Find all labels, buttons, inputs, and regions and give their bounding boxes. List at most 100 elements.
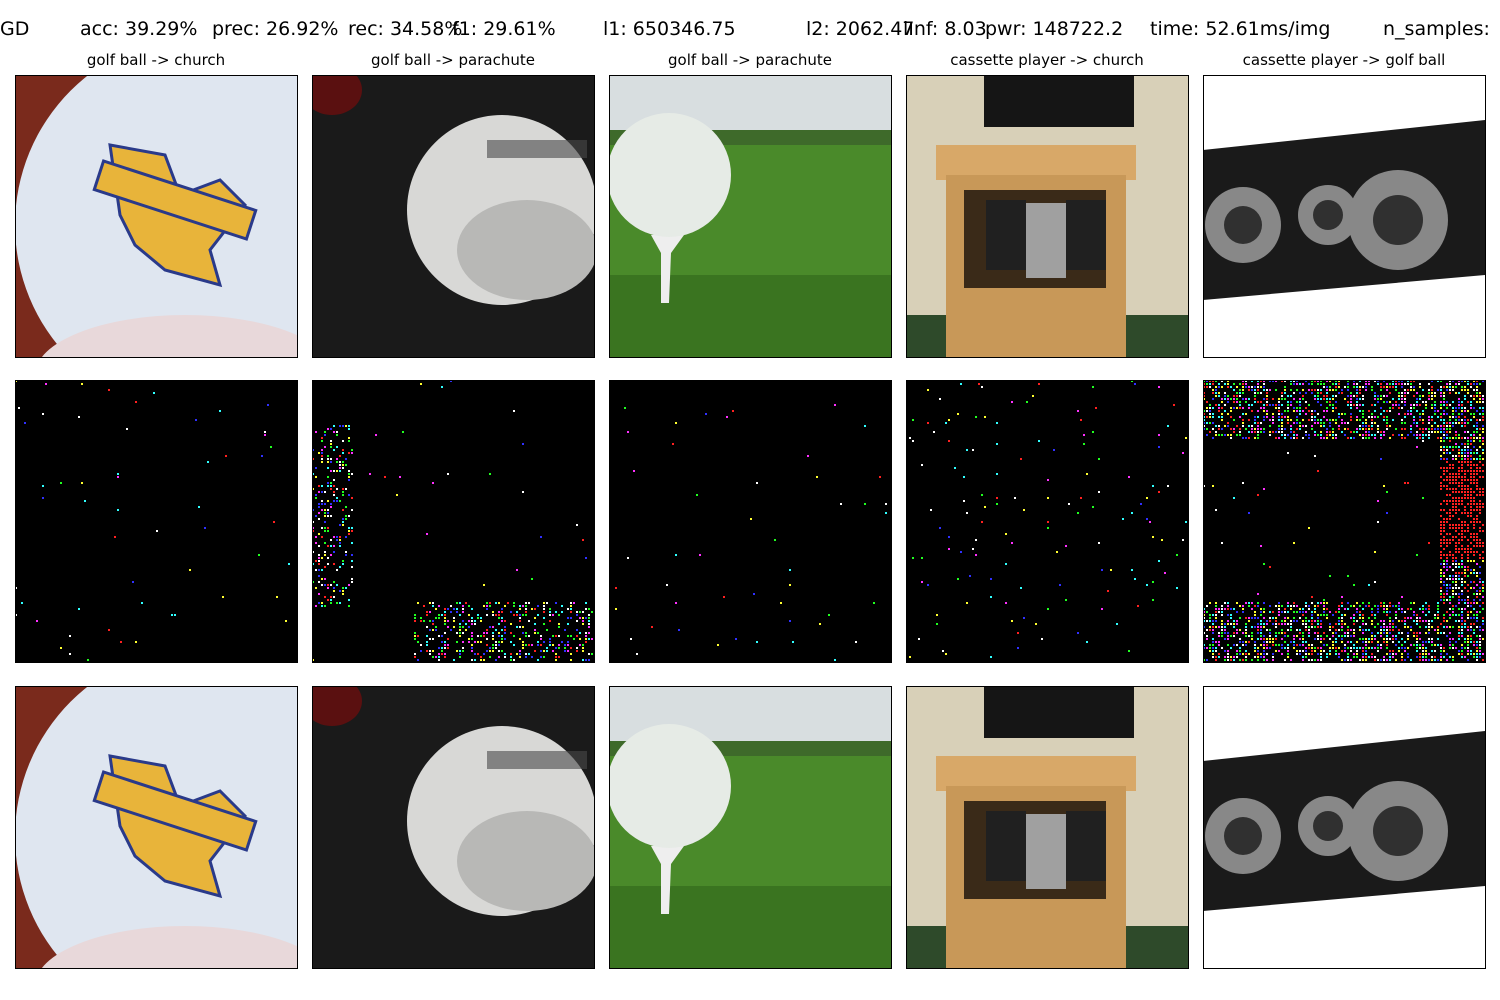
noise-pixel [1389, 425, 1391, 427]
noise-pixel [1374, 437, 1376, 439]
noise-pixel [1272, 431, 1274, 433]
noise-pixel [348, 470, 350, 472]
noise-pixel [1266, 653, 1268, 655]
noise-pixel [1335, 389, 1337, 391]
noise-pixel [1386, 410, 1388, 412]
noise-pixel [1368, 647, 1370, 649]
noise-pixel [1275, 407, 1277, 409]
noise-pixel [1467, 419, 1469, 421]
noise-pixel [1455, 620, 1457, 622]
noise-pixel [1464, 407, 1466, 409]
noise-pixel [1251, 602, 1253, 604]
noise-pixel [1371, 416, 1373, 418]
noise-pixel [351, 497, 353, 499]
noise-pixel [558, 656, 560, 658]
noise-pixel [1371, 647, 1373, 649]
noise-pixel [1287, 401, 1289, 403]
noise-pixel [348, 437, 350, 439]
noise-pixel [1116, 623, 1118, 625]
noise-pixel [1467, 548, 1469, 550]
noise-pixel [1464, 446, 1466, 448]
noise-pixel [1206, 407, 1208, 409]
noise-pixel [1458, 392, 1460, 394]
noise-pixel [1215, 650, 1217, 652]
noise-pixel [1377, 398, 1379, 400]
noise-pixel [414, 653, 416, 655]
noise-pixel [1227, 635, 1229, 637]
noise-pixel [1473, 482, 1475, 484]
noise-pixel [1479, 458, 1481, 460]
noise-pixel [1437, 605, 1439, 607]
logo-bar [92, 159, 258, 241]
noise-pixel [1479, 434, 1481, 436]
noise-pixel [1464, 419, 1466, 421]
noise-pixel [1458, 470, 1460, 472]
noise-pixel [477, 635, 479, 637]
noise-pixel [1452, 500, 1454, 502]
noise-pixel [1398, 395, 1400, 397]
panel-border [1203, 380, 1486, 663]
noise-pixel [1239, 404, 1241, 406]
noise-pixel [1386, 614, 1388, 616]
noise-pixel [1263, 389, 1265, 391]
noise-pixel [1137, 605, 1139, 607]
noise-pixel [1308, 383, 1310, 385]
noise-pixel [540, 644, 542, 646]
noise-pixel [1386, 626, 1388, 628]
noise-pixel [1227, 383, 1229, 385]
noise-pixel [1425, 650, 1427, 652]
column-title: golf ball -> church [87, 51, 225, 69]
noise-pixel [1449, 515, 1451, 517]
noise-pixel [1296, 389, 1298, 391]
noise-pixel [1422, 428, 1424, 430]
noise-pixel [501, 608, 503, 610]
noise-pixel [1278, 413, 1280, 415]
noise-pixel [471, 644, 473, 646]
noise-pixel [1266, 644, 1268, 646]
noise-pixel [414, 635, 416, 637]
noise-pixel [1131, 569, 1133, 571]
noise-pixel [1341, 419, 1343, 421]
noise-pixel [1452, 659, 1454, 661]
noise-pixel [1260, 644, 1262, 646]
noise-pixel [1239, 401, 1241, 403]
shadow [41, 315, 297, 357]
noise-pixel [1443, 434, 1445, 436]
noise-pixel [984, 416, 986, 418]
noise-pixel [1278, 623, 1280, 625]
noise-pixel [1422, 608, 1424, 610]
noise-pixel [1230, 623, 1232, 625]
noise-pixel [324, 527, 326, 529]
noise-pixel [441, 614, 443, 616]
noise-pixel [1437, 638, 1439, 640]
noise-pixel [1440, 578, 1442, 580]
noise-pixel [1413, 416, 1415, 418]
noise-pixel [1428, 638, 1430, 640]
noise-pixel [1308, 647, 1310, 649]
noise-pixel [1272, 422, 1274, 424]
noise-pixel [489, 647, 491, 649]
noise-pixel [483, 635, 485, 637]
noise-pixel [1464, 476, 1466, 478]
noise-pixel [174, 614, 176, 616]
noise-pixel [1368, 410, 1370, 412]
noise-pixel [1338, 653, 1340, 655]
noise-pixel [1401, 644, 1403, 646]
noise-pixel [1461, 470, 1463, 472]
noise-pixel [1452, 557, 1454, 559]
noise-pixel [501, 641, 503, 643]
noise-pixel [522, 605, 524, 607]
noise-pixel [1368, 425, 1370, 427]
noise-pixel [1452, 554, 1454, 556]
noise-pixel [321, 491, 323, 493]
noise-pixel [1449, 641, 1451, 643]
noise-pixel [1467, 446, 1469, 448]
noise-pixel [522, 641, 524, 643]
noise-pixel [87, 659, 89, 661]
noise-pixel [1281, 644, 1283, 646]
noise-pixel [1455, 503, 1457, 505]
noise-pixel [1446, 593, 1448, 595]
noise-pixel [1254, 614, 1256, 616]
noise-pixel [531, 656, 533, 658]
noise-pixel [1326, 392, 1328, 394]
